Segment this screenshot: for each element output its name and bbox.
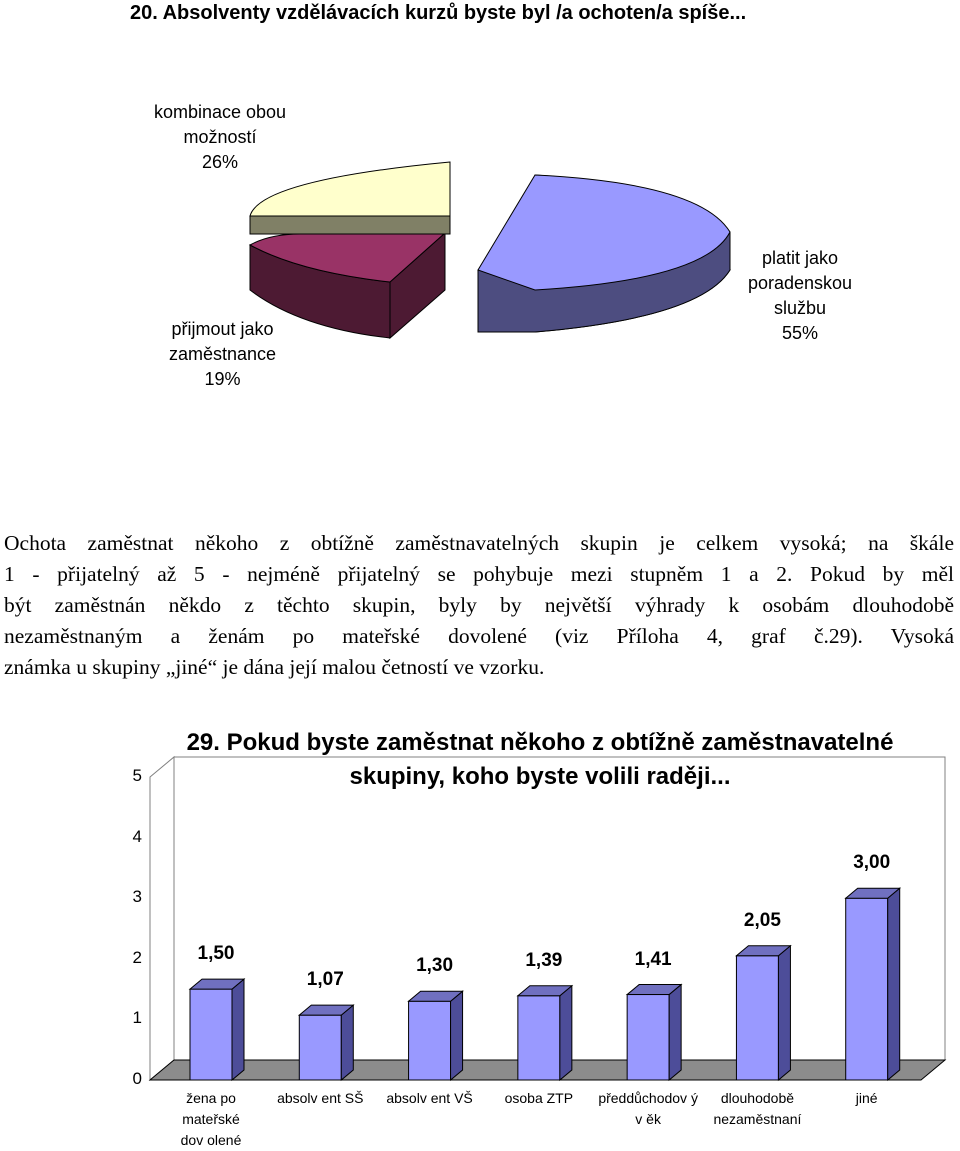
chart-title-line: 29. Pokud byste zaměstnat někoho z obtíž… (186, 729, 894, 756)
pie-label-kombinace: kombinace obou možností 26% (140, 100, 300, 175)
category-label-line: mateřské (182, 1111, 240, 1127)
category-label-line: v ěk (635, 1111, 661, 1127)
category-label: žena po mateřské dov olené (159, 1088, 263, 1151)
bar-side (887, 887, 901, 1082)
y-tick-label: 3 (132, 887, 142, 907)
bar-value-label: 1,07 (306, 969, 344, 991)
pie-label-line: 19% (204, 369, 241, 389)
bar-side (450, 990, 464, 1082)
pie-slice-kombinace (249, 161, 451, 235)
bar-top (516, 985, 574, 997)
pie-slice-platit (477, 174, 731, 333)
bar-value-label: 2,05 (743, 909, 781, 931)
bar-top (735, 945, 792, 957)
bar-value-label: 1,50 (197, 943, 235, 965)
bar (845, 897, 889, 1081)
bar-top (407, 990, 464, 1002)
bar-value-label: 1,39 (525, 949, 563, 971)
category-label: jiné (815, 1088, 919, 1109)
pie-slice-prijmout (248, 231, 447, 340)
pie-label-platit: platit jako poradenskou službu 55% (730, 246, 870, 346)
paragraph-line: být zaměstnán někdo z těchto skupin, byl… (4, 593, 954, 617)
bar-top (625, 984, 683, 996)
paragraph-line: nezaměstnaným a ženám po mateřské dovole… (4, 624, 954, 648)
bar (517, 995, 561, 1081)
bar-chart (148, 755, 947, 1082)
y-tick-label: 1 (132, 1008, 142, 1028)
bar-value-label: 1,30 (416, 955, 454, 977)
chart-side-wall (149, 755, 175, 1082)
category-label-line: předdůchodov ý (598, 1090, 698, 1106)
body-paragraph: Ochota zaměstnat někoho z obtížně zaměst… (4, 528, 954, 683)
category-label-line: absolv ent VŠ (386, 1090, 473, 1106)
paragraph-line: Ochota zaměstnat někoho z obtížně zaměst… (4, 531, 954, 555)
category-label-line: dlouhodobě (720, 1090, 795, 1106)
section-title: 20. Absolventy vzdělávacích kurzů byste … (130, 2, 747, 24)
category-label: absolv ent VŠ (378, 1088, 482, 1109)
pie-label-line: možností (183, 127, 257, 147)
y-tick-label: 0 (132, 1069, 142, 1088)
pie-label-line: službu (773, 298, 827, 318)
y-tick-label: 2 (132, 947, 142, 967)
chart-title-line: skupiny, koho byste volili raději... (349, 763, 731, 790)
pie-label-line: poradenskou (747, 273, 853, 293)
bar-side (668, 983, 682, 1082)
bar (626, 994, 670, 1081)
bar-top (297, 1004, 355, 1016)
category-label-line: jiné (855, 1090, 878, 1106)
category-label: osoba ZTP (487, 1088, 591, 1109)
category-label: absolv ent SŠ (268, 1088, 372, 1109)
chart-title: 29. Pokud byste zaměstnat někoho z obtíž… (140, 726, 940, 794)
category-label-line: dov olené (180, 1132, 242, 1148)
category-label-line: absolv ent SŠ (277, 1090, 364, 1106)
pie-label-line: 55% (781, 323, 819, 343)
pie-label-line: zaměstnance (168, 344, 277, 364)
category-label-line: žena po (186, 1090, 236, 1106)
bar-side (777, 944, 791, 1082)
y-tick-label: 4 (132, 826, 142, 846)
category-label-line: osoba ZTP (504, 1090, 574, 1106)
pie-label-prijmout: přijmout jako zaměstnance 19% (140, 317, 305, 392)
category-label: dlouhodobě nezaměstnaní (705, 1088, 809, 1130)
pie-label-line: platit jako (761, 248, 839, 268)
bar-side (340, 1004, 354, 1082)
pie-chart (248, 161, 731, 340)
bar-side (559, 984, 573, 1082)
bar-top (188, 978, 246, 990)
y-tick-label: 5 (132, 766, 142, 785)
bar-value-label: 3,00 (853, 852, 891, 874)
pie-label-line: kombinace obou (153, 102, 287, 122)
bar (189, 988, 233, 1081)
pie-label-line: 26% (201, 152, 239, 172)
paragraph-line: 1 - přijatelný až 5 - nejméně přijatelný… (4, 562, 954, 586)
pie-label-line: přijmout jako (171, 319, 274, 339)
bar (298, 1014, 342, 1081)
bar (735, 955, 779, 1081)
category-label-line: nezaměstnaní (713, 1111, 802, 1127)
paragraph-line: známka u skupiny „jiné“ je dána její mal… (4, 655, 545, 679)
bar (408, 1000, 452, 1081)
bar-value-label: 1,41 (634, 948, 672, 970)
category-label: předdůchodov ý v ěk (596, 1088, 700, 1130)
bar-side (231, 978, 245, 1082)
bar-top (844, 887, 902, 899)
